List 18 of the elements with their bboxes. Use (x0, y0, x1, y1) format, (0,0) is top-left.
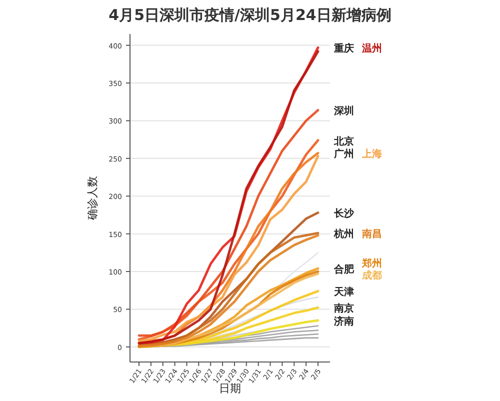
text: 南昌 (361, 228, 382, 240)
x-axis-title: 日期 (219, 382, 241, 395)
series-label: 杭州 (333, 228, 354, 240)
series-label: 天津 (333, 286, 354, 298)
text: 上海 (361, 148, 382, 160)
series-label: 广州 (333, 148, 354, 160)
series-label: 济南 (333, 316, 354, 328)
text: 成都 (361, 270, 382, 282)
series-label: 深圳 (333, 105, 354, 118)
series-label: 南京 (333, 302, 354, 315)
y-axis-title: 确诊人数 (86, 176, 99, 221)
chart-title: 4月5日深圳市疫情/深圳5月24日新增病例 (108, 6, 392, 24)
series-label: 北京 (333, 135, 354, 148)
series-label: 重庆 (333, 42, 354, 55)
series-label: 长沙 (333, 208, 355, 220)
text: 温州 (361, 42, 382, 55)
series-label: 合肥 (333, 264, 355, 276)
text: 郑州 (361, 258, 382, 270)
